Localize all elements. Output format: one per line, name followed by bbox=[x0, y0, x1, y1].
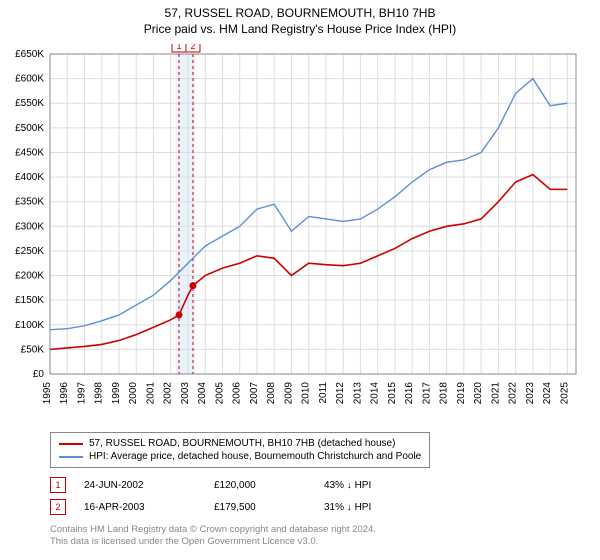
svg-text:2023: 2023 bbox=[525, 382, 536, 405]
footer-line2: This data is licensed under the Open Gov… bbox=[50, 536, 376, 548]
sale-price: £179,500 bbox=[214, 502, 324, 513]
sale-pct: 43% ↓ HPI bbox=[324, 480, 444, 491]
svg-text:1999: 1999 bbox=[111, 382, 122, 405]
svg-text:£200K: £200K bbox=[15, 271, 44, 282]
svg-text:2001: 2001 bbox=[145, 382, 156, 405]
footer-attribution: Contains HM Land Registry data © Crown c… bbox=[50, 524, 376, 549]
svg-text:2014: 2014 bbox=[370, 382, 381, 405]
price-chart: £0 £50K £100K £150K £200K £250K £300K £350K £400… bbox=[0, 44, 590, 424]
svg-text:£50K: £50K bbox=[21, 344, 45, 355]
legend-label: HPI: Average price, detached house, Bour… bbox=[89, 451, 421, 462]
svg-text:2024: 2024 bbox=[542, 382, 553, 405]
sales-table: 1 24-JUN-2002£120,00043% ↓ HPI 2 16-APR-200… bbox=[50, 474, 444, 518]
svg-text:2012: 2012 bbox=[335, 382, 346, 405]
svg-text:£650K: £650K bbox=[15, 49, 44, 60]
svg-text:1996: 1996 bbox=[59, 382, 70, 405]
svg-text:2011: 2011 bbox=[318, 382, 329, 404]
svg-text:2006: 2006 bbox=[232, 382, 243, 405]
svg-text:2013: 2013 bbox=[352, 382, 363, 405]
svg-text:2018: 2018 bbox=[439, 382, 450, 405]
legend-item: 57, RUSSEL ROAD, BOURNEMOUTH, BH10 7HB (… bbox=[59, 437, 421, 450]
svg-text:£100K: £100K bbox=[15, 320, 44, 331]
sale-row: 1 24-JUN-2002£120,00043% ↓ HPI bbox=[50, 474, 444, 496]
svg-text:£450K: £450K bbox=[15, 147, 44, 158]
svg-text:1998: 1998 bbox=[94, 382, 105, 405]
sale-pct: 31% ↓ HPI bbox=[324, 502, 444, 513]
legend-label: 57, RUSSEL ROAD, BOURNEMOUTH, BH10 7HB (… bbox=[89, 438, 395, 449]
legend: 57, RUSSEL ROAD, BOURNEMOUTH, BH10 7HB (… bbox=[50, 432, 430, 468]
svg-text:£0: £0 bbox=[33, 369, 45, 380]
svg-text:2003: 2003 bbox=[180, 382, 191, 405]
svg-text:2007: 2007 bbox=[249, 382, 260, 405]
sale-date: 24-JUN-2002 bbox=[84, 480, 214, 491]
sale-row: 2 16-APR-2003£179,50031% ↓ HPI bbox=[50, 496, 444, 518]
legend-item: HPI: Average price, detached house, Bour… bbox=[59, 450, 421, 463]
svg-text:2022: 2022 bbox=[508, 382, 519, 405]
svg-text:2020: 2020 bbox=[473, 382, 484, 405]
svg-text:2017: 2017 bbox=[421, 382, 432, 405]
svg-text:2009: 2009 bbox=[283, 382, 294, 405]
svg-text:2010: 2010 bbox=[301, 382, 312, 405]
svg-text:2005: 2005 bbox=[214, 382, 225, 405]
svg-text:1995: 1995 bbox=[42, 382, 53, 405]
svg-text:£350K: £350K bbox=[15, 197, 44, 208]
svg-text:2: 2 bbox=[190, 44, 195, 51]
svg-text:2021: 2021 bbox=[490, 382, 501, 405]
svg-text:1: 1 bbox=[176, 44, 181, 51]
sale-date: 16-APR-2003 bbox=[84, 502, 214, 513]
svg-text:2008: 2008 bbox=[266, 382, 277, 405]
svg-text:£500K: £500K bbox=[15, 123, 44, 134]
svg-text:2004: 2004 bbox=[197, 382, 208, 405]
svg-text:2000: 2000 bbox=[128, 382, 139, 405]
sale-marker: 1 bbox=[50, 477, 66, 493]
footer-line1: Contains HM Land Registry data © Crown c… bbox=[50, 524, 376, 536]
legend-swatch bbox=[59, 456, 83, 458]
svg-text:£400K: £400K bbox=[15, 172, 44, 183]
legend-swatch bbox=[59, 443, 83, 445]
svg-text:£300K: £300K bbox=[15, 221, 44, 232]
chart-title: 57, RUSSEL ROAD, BOURNEMOUTH, BH10 7HB P… bbox=[0, 0, 600, 37]
svg-text:£550K: £550K bbox=[15, 98, 44, 109]
svg-text:£600K: £600K bbox=[15, 74, 44, 85]
title-line1: 57, RUSSEL ROAD, BOURNEMOUTH, BH10 7HB bbox=[0, 6, 600, 22]
svg-text:1997: 1997 bbox=[76, 382, 87, 405]
svg-text:£250K: £250K bbox=[15, 246, 44, 257]
svg-text:2002: 2002 bbox=[163, 382, 174, 405]
svg-text:£150K: £150K bbox=[15, 295, 44, 306]
svg-text:2015: 2015 bbox=[387, 382, 398, 405]
svg-text:2025: 2025 bbox=[559, 382, 570, 405]
svg-text:2019: 2019 bbox=[456, 382, 467, 405]
svg-text:2016: 2016 bbox=[404, 382, 415, 405]
title-line2: Price paid vs. HM Land Registry's House … bbox=[0, 22, 600, 38]
sale-marker: 2 bbox=[50, 499, 66, 515]
sale-price: £120,000 bbox=[214, 480, 324, 491]
